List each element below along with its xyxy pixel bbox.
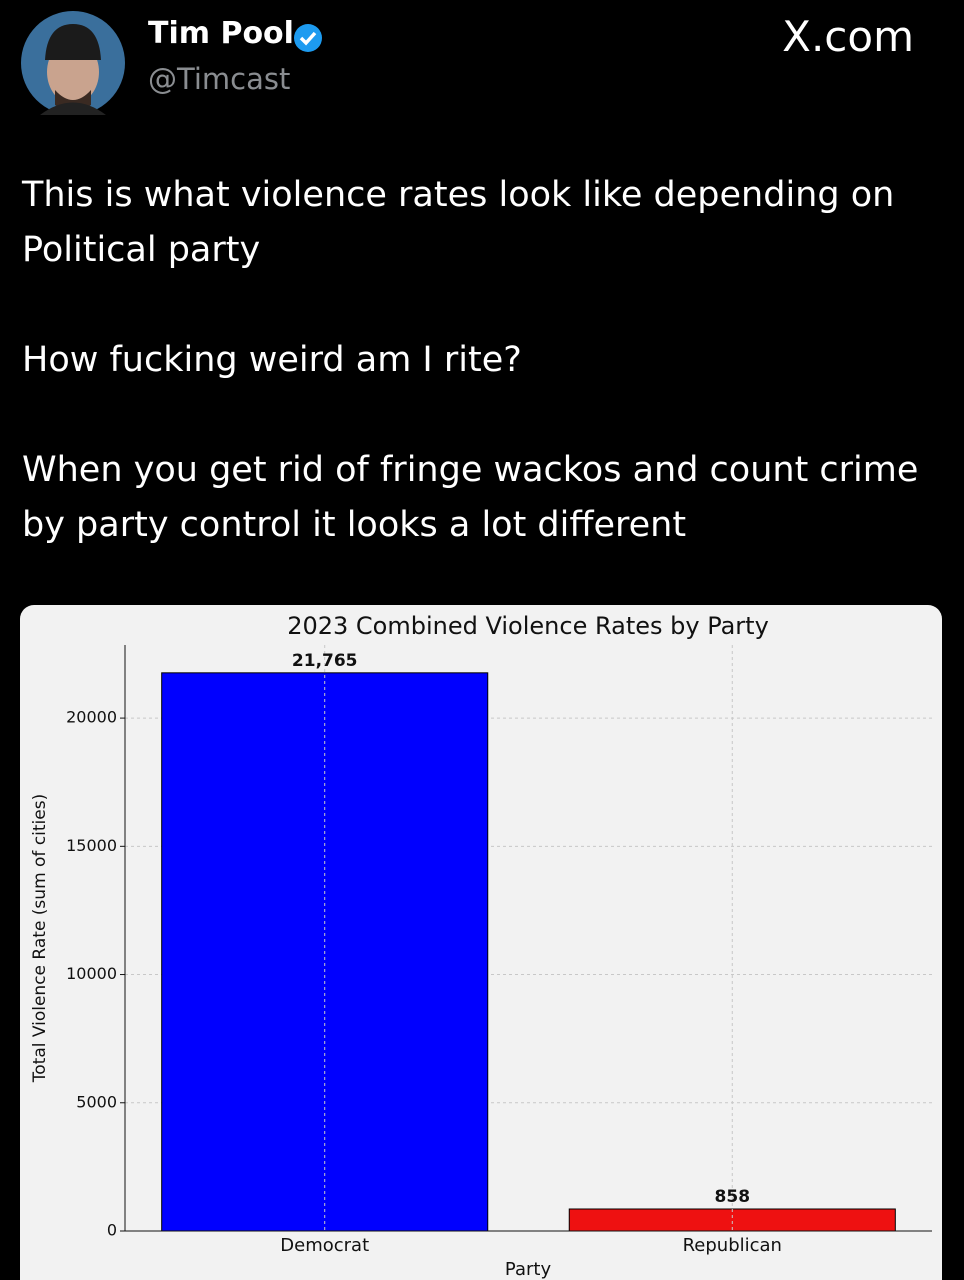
- value-label: 858: [715, 1187, 751, 1207]
- avatar[interactable]: [20, 10, 126, 116]
- user-handle[interactable]: @Timcast: [148, 62, 291, 96]
- verified-badge: [294, 24, 322, 52]
- chart: 2023 Combined Violence Rates by Party Pa…: [30, 612, 932, 1280]
- site-label: X.com: [782, 12, 914, 61]
- y-tick-label: 10000: [66, 964, 117, 983]
- y-axis-label: Total Violence Rate (sum of cities): [30, 794, 50, 1083]
- x-axis-label: Party: [505, 1259, 552, 1280]
- chart-title: 2023 Combined Violence Rates by Party: [287, 612, 769, 640]
- y-tick-label: 5000: [76, 1092, 117, 1111]
- chart-card[interactable]: 2023 Combined Violence Rates by Party Pa…: [20, 605, 942, 1280]
- x-tick-label: Republican: [683, 1235, 782, 1256]
- y-tick-label: 20000: [66, 708, 117, 727]
- y-tick-label: 15000: [66, 836, 117, 855]
- tweet-text: When you get rid of fringe wackos and co…: [22, 450, 919, 545]
- user-name[interactable]: Tim Pool: [148, 16, 294, 51]
- tweet-text: How fucking weird am I rite?: [22, 340, 522, 380]
- y-tick-label: 0: [107, 1221, 117, 1240]
- value-label: 21,765: [292, 651, 358, 671]
- x-tick-label: Democrat: [280, 1235, 369, 1256]
- tweet-text: This is what violence rates look like de…: [22, 175, 895, 270]
